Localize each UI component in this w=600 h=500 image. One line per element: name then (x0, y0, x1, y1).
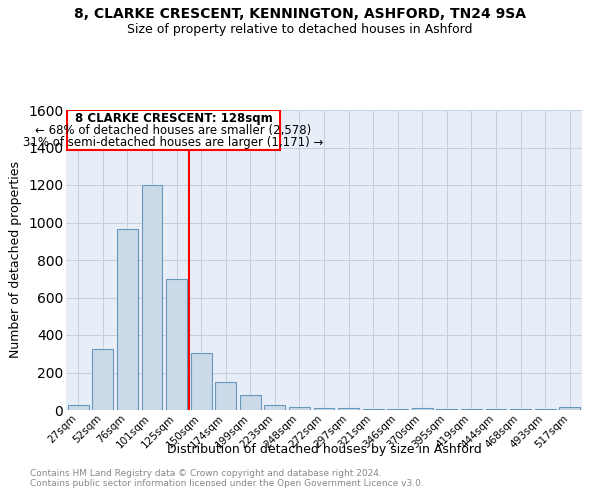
Bar (265, 406, 286, 410)
Bar (92, 349, 113, 410)
Bar (142, 185, 163, 410)
Text: Contains HM Land Registry data © Crown copyright and database right 2024.: Contains HM Land Registry data © Crown c… (30, 468, 382, 477)
Text: Contains public sector information licensed under the Open Government Licence v3: Contains public sector information licen… (30, 478, 424, 488)
Bar (289, 407, 310, 410)
Bar (166, 279, 187, 410)
Bar (240, 396, 261, 410)
Bar (412, 408, 433, 410)
Bar (117, 228, 138, 410)
Bar (436, 409, 457, 410)
Text: 8, CLARKE CRESCENT, KENNINGTON, ASHFORD, TN24 9SA: 8, CLARKE CRESCENT, KENNINGTON, ASHFORD,… (74, 8, 526, 22)
Bar (191, 353, 212, 410)
Bar (461, 409, 482, 410)
Bar (314, 408, 334, 410)
Text: 31% of semi-detached houses are larger (1,171) →: 31% of semi-detached houses are larger (… (23, 136, 323, 149)
Text: ← 68% of detached houses are smaller (2,578): ← 68% of detached houses are smaller (2,… (35, 124, 311, 138)
Text: 8 CLARKE CRESCENT: 128sqm: 8 CLARKE CRESCENT: 128sqm (74, 112, 272, 126)
Bar (559, 408, 580, 410)
Bar (387, 409, 408, 410)
Bar (68, 405, 89, 410)
Text: Distribution of detached houses by size in Ashford: Distribution of detached houses by size … (167, 442, 481, 456)
Bar (215, 382, 236, 410)
Bar (338, 408, 359, 410)
Bar (362, 408, 383, 410)
Bar (67, 110, 280, 150)
Y-axis label: Number of detached properties: Number of detached properties (10, 162, 22, 358)
Text: Size of property relative to detached houses in Ashford: Size of property relative to detached ho… (127, 22, 473, 36)
